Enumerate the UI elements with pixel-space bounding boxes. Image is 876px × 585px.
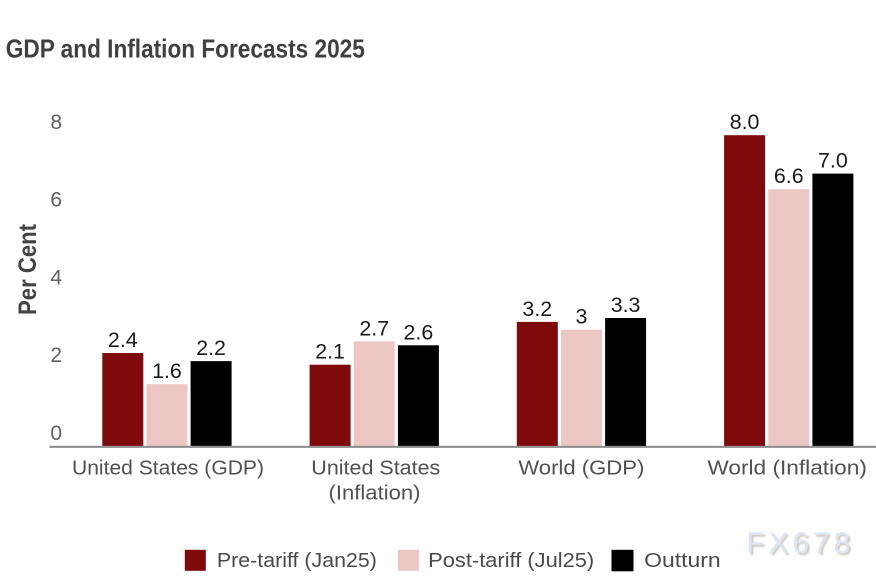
svg-text:World (GDP): World (GDP) [518,458,644,480]
svg-text:2.1: 2.1 [315,340,345,364]
svg-text:FX678: FX678 [746,527,854,560]
svg-text:2.6: 2.6 [404,320,434,344]
svg-text:6: 6 [50,189,62,212]
svg-text:3: 3 [575,305,587,329]
svg-text:3.2: 3.2 [522,297,552,321]
svg-text:Per Cent: Per Cent [14,223,42,315]
svg-text:United States: United States [311,458,440,480]
svg-text:2.7: 2.7 [359,316,389,340]
svg-text:(Inflation): (Inflation) [329,483,421,505]
svg-text:6.6: 6.6 [774,164,804,188]
svg-text:1.6: 1.6 [152,359,182,383]
svg-text:2.4: 2.4 [108,328,138,352]
svg-text:Pre-tariff (Jan25): Pre-tariff (Jan25) [217,550,377,572]
svg-text:Outturn: Outturn [644,550,721,572]
svg-text:0: 0 [50,422,62,445]
svg-text:World (Inflation): World (Inflation) [707,458,867,480]
svg-text:4: 4 [50,266,62,289]
svg-text:7.0: 7.0 [818,149,848,173]
svg-text:3.3: 3.3 [611,293,641,317]
svg-text:GDP and Inflation Forecasts 20: GDP and Inflation Forecasts 2025 [6,33,365,63]
svg-text:8.0: 8.0 [730,110,760,134]
svg-text:8: 8 [50,111,62,134]
svg-text:2: 2 [50,344,62,367]
svg-text:2.2: 2.2 [196,336,226,360]
svg-text:Post-tariff (Jul25): Post-tariff (Jul25) [428,550,594,572]
svg-text:United States (GDP): United States (GDP) [72,458,264,480]
